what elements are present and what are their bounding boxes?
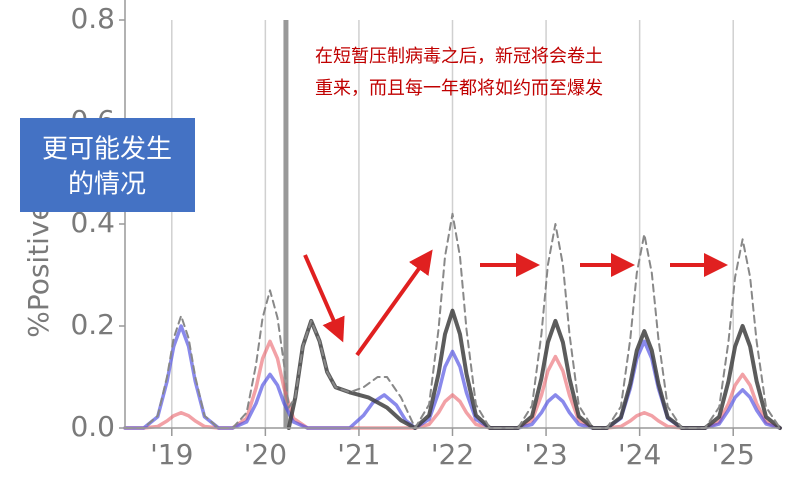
annotation-text: 重来，而且每一年都将如约而至爆发 — [315, 78, 603, 99]
callout-text: 更可能发生 — [42, 135, 172, 165]
axes: '19'20'21'22'23'24'250.00.20.40.60.8 — [70, 0, 780, 471]
y-tick-label: 0.8 — [70, 2, 115, 35]
y-tick-label: 0.0 — [70, 410, 115, 443]
callout-text: 的情况 — [68, 170, 146, 200]
series-line — [124, 212, 781, 429]
series-line — [286, 308, 782, 430]
callout-box — [20, 118, 195, 212]
x-tick-label: '22 — [431, 438, 474, 471]
x-tick-label: '19 — [150, 438, 193, 471]
x-tick-label: '20 — [244, 438, 287, 471]
annotation-text: 在短暂压制病毒之后，新冠将会卷土 — [315, 46, 603, 67]
x-tick-label: '23 — [524, 438, 567, 471]
x-tick-label: '25 — [712, 438, 755, 471]
arrow — [355, 249, 433, 357]
arrow — [303, 254, 345, 343]
x-tick-label: '21 — [337, 438, 380, 471]
grid — [171, 20, 734, 428]
x-tick-label: '24 — [618, 438, 661, 471]
arrows — [303, 249, 728, 357]
y-tick-label: 0.2 — [70, 308, 115, 341]
